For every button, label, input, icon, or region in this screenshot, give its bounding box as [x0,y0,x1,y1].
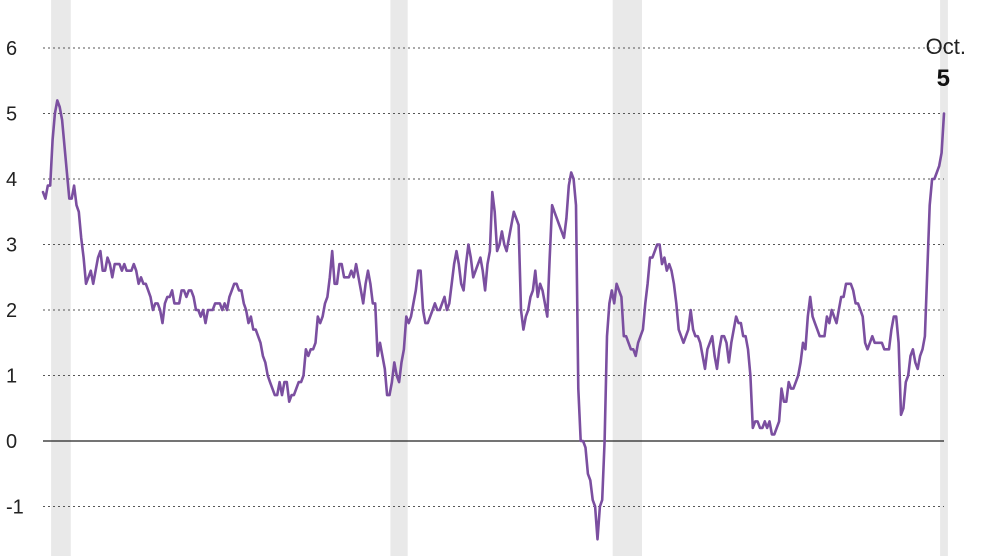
y-tick-label: 3 [6,235,17,257]
y-tick-label: 5 [6,104,17,126]
shaded-periods [51,0,948,556]
y-tick-label: 0 [6,431,17,453]
grid-lines [43,47,944,507]
end-label-month: Oct. [926,34,966,59]
y-tick-label: 1 [6,366,17,388]
y-tick-label: -1 [6,497,24,519]
end-label-value: 5 [937,65,950,92]
y-tick-label: 2 [6,300,17,322]
series-line [41,99,946,541]
y-tick-label: 4 [6,169,17,191]
shaded-period-3 [612,0,642,556]
shaded-period-1 [51,0,71,556]
y-tick-label: 6 [6,38,17,60]
shaded-period-4 [940,0,948,556]
shaded-period-2 [390,0,408,556]
y-axis-tick-labels: -1 0 1 2 3 4 5 6 [6,38,24,519]
